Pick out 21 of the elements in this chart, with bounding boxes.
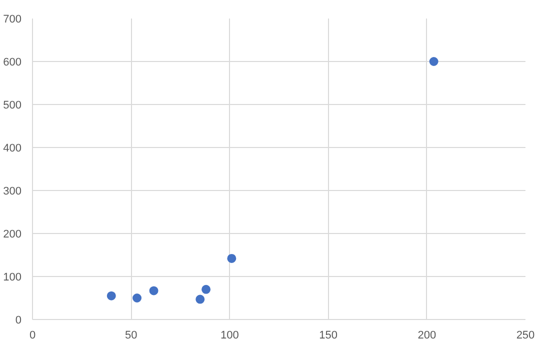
point <box>429 57 438 66</box>
point <box>106 291 116 300</box>
point <box>132 294 142 302</box>
x-tick-label: 0 <box>29 330 36 341</box>
y-tick-label: 300 <box>3 186 22 198</box>
x-tick-label: 50 <box>124 330 138 341</box>
y-tick-label: 100 <box>3 272 22 284</box>
y-tick-label: 400 <box>3 142 22 154</box>
x-tick-label: 150 <box>319 330 338 341</box>
x-tick-label: 250 <box>516 330 535 341</box>
y-tick-label: 200 <box>3 228 22 240</box>
y-tick-label: 0 <box>15 314 22 326</box>
y-tick-label: 500 <box>3 100 22 112</box>
point <box>202 284 211 294</box>
point <box>149 286 158 296</box>
x-tick-label: 100 <box>220 330 239 341</box>
y-tick-label: 700 <box>3 14 22 26</box>
point <box>196 294 205 304</box>
x-tick-label: 200 <box>418 330 436 341</box>
point <box>227 254 236 263</box>
y-tick-label: 600 <box>3 56 22 68</box>
